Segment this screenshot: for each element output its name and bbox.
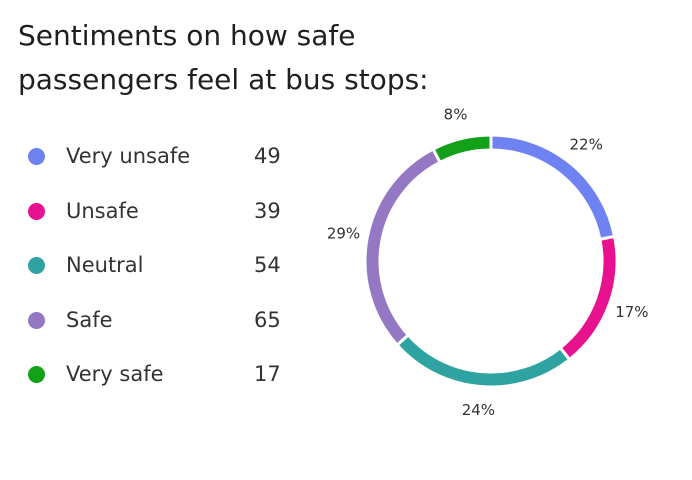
slice-percent-label-neutral: 24% [462,401,495,419]
donut-slice-safe [363,147,443,348]
legend-count: 54 [254,253,281,277]
legend-item-very-safe: Very safe 17 [28,352,298,407]
legend-label: Unsafe [66,198,139,223]
legend-item-unsafe: Unsafe 39 [28,189,298,244]
legend-label: Neutral [66,253,144,277]
slice-percent-label-very-unsafe: 22% [569,136,602,154]
legend-swatch [28,148,45,165]
slice-percent-label-safe: 29% [327,224,360,242]
legend-label: Safe [66,307,113,332]
legend-swatch [28,311,45,329]
slice-percent-label-unsafe: 17% [615,303,648,321]
legend-swatch [28,366,45,383]
legend-item-safe: Safe 65 [28,298,298,353]
slice-percent-label-very-safe: 8% [444,106,468,124]
legend-count: 65 [254,307,281,332]
legend-count: 17 [254,362,281,386]
chart-title: Sentiments on how safe passengers feel a… [18,19,429,96]
donut-slice-unsafe [558,234,619,362]
legend-label: Very safe [66,362,164,386]
legend-swatch [28,257,45,274]
legend-item-very-unsafe: Very unsafe 49 [28,134,298,189]
donut-slice-neutral [394,332,572,389]
legend-label: Very unsafe [66,144,191,168]
legend: Very unsafe 49 Unsafe 39 Neutral 54 Safe… [28,134,298,407]
legend-item-neutral: Neutral 54 [28,243,298,298]
legend-swatch [28,202,45,220]
legend-count: 49 [254,144,281,168]
donut-slice-very-safe [431,133,493,165]
legend-count: 39 [254,198,281,223]
